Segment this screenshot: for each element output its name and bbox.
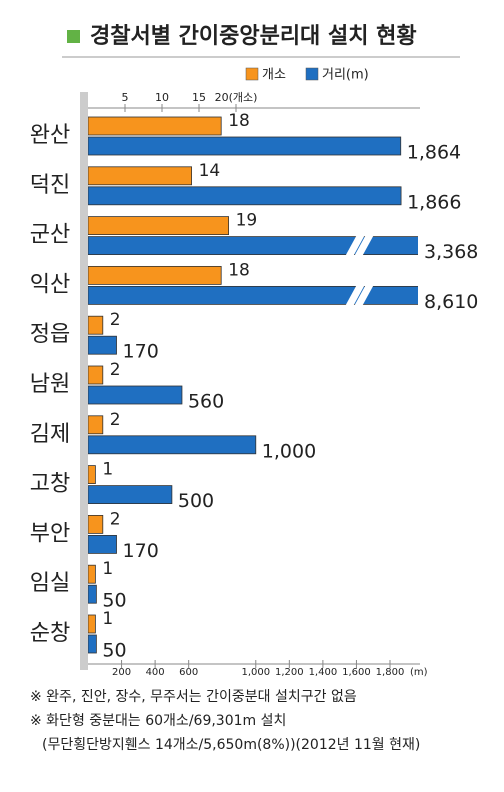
bar	[88, 335, 117, 355]
distance-label: 170	[123, 540, 159, 562]
legend-swatch	[305, 67, 319, 81]
note: ※ 화단형 중분대는 60개소/69,301m 설치	[30, 713, 286, 729]
bar	[88, 465, 96, 485]
category-label: 김제	[30, 422, 70, 447]
bar	[88, 435, 257, 455]
distance-label: 500	[178, 490, 214, 512]
bar	[88, 136, 402, 156]
category-label: 임실	[30, 571, 70, 596]
category-label: 남원	[30, 372, 70, 397]
top-tick-label: 20(개소)	[215, 91, 258, 104]
title-icon	[67, 30, 80, 43]
bottom-tick-label: 600	[179, 667, 198, 678]
category-label: 순창	[30, 621, 70, 646]
chart-title: 경찰서별 간이중앙분리대 설치 현황	[90, 24, 417, 49]
count-label: 1	[102, 609, 113, 629]
bar	[88, 564, 96, 584]
legend-label: 거리(m)	[322, 68, 369, 83]
bottom-axis-unit: (m)	[410, 667, 428, 678]
count-label: 18	[228, 111, 250, 131]
note: ※ 완주, 진안, 장수, 무주서는 간이중분대 설치구간 없음	[30, 689, 357, 705]
bottom-tick-label: 1,600	[342, 667, 371, 678]
count-label: 1	[102, 559, 113, 579]
category-label: 완산	[30, 123, 70, 148]
distance-label: 1,000	[262, 440, 316, 462]
note: (무단횡단방지휀스 14개소/5,650m(8%))(2012년 11월 현재)	[42, 737, 420, 753]
bar	[88, 315, 104, 335]
bar	[88, 216, 230, 236]
count-label: 14	[199, 161, 221, 181]
distance-label: 50	[102, 640, 126, 662]
distance-label: 170	[123, 341, 159, 363]
bar	[88, 166, 192, 186]
category-label: 군산	[30, 223, 70, 248]
bottom-tick-label: 1,400	[309, 667, 338, 678]
top-tick-label: 10	[155, 91, 169, 104]
bar	[88, 365, 104, 385]
distance-label: 50	[102, 590, 126, 612]
bar-break	[354, 284, 374, 307]
top-tick-label: 15	[192, 91, 206, 104]
distance-label: 1,866	[407, 191, 461, 213]
bar	[88, 535, 117, 554]
bar	[88, 186, 402, 206]
bottom-tick-label: 1,200	[275, 667, 304, 678]
category-label: 덕진	[30, 173, 70, 198]
bottom-tick-label: 200	[112, 667, 131, 678]
count-label: 2	[110, 360, 121, 380]
bar	[88, 285, 418, 305]
count-label: 2	[110, 410, 121, 430]
count-label: 18	[228, 260, 250, 280]
count-label: 1	[102, 460, 113, 480]
bar	[88, 415, 104, 435]
bottom-tick-label: 1,000	[241, 667, 270, 678]
distance-label: 8,610	[424, 291, 478, 313]
bar	[88, 515, 104, 534]
legend-label: 개소	[262, 68, 286, 83]
count-label: 2	[110, 310, 121, 330]
axis-band	[80, 92, 88, 670]
category-label: 정읍	[30, 322, 70, 347]
bar-break	[354, 234, 374, 257]
bottom-tick-label: 400	[146, 667, 165, 678]
bottom-tick-label: 1,800	[376, 667, 405, 678]
distance-label: 3,368	[424, 241, 478, 263]
category-label: 부안	[30, 521, 70, 546]
bar	[88, 614, 96, 634]
distance-label: 1,864	[407, 142, 461, 164]
bar	[88, 584, 97, 604]
count-label: 19	[236, 211, 258, 231]
bar-break	[345, 284, 365, 307]
bar	[88, 116, 222, 136]
bar	[88, 634, 97, 654]
category-label: 고창	[30, 472, 70, 497]
bar	[88, 485, 173, 505]
bar	[88, 385, 183, 405]
top-tick-label: 5	[122, 91, 129, 104]
bar-break	[345, 234, 365, 257]
category-label: 익산	[30, 272, 70, 297]
distance-label: 560	[188, 391, 224, 413]
bar	[88, 265, 222, 285]
legend-swatch	[245, 67, 259, 81]
count-label: 2	[110, 509, 121, 529]
